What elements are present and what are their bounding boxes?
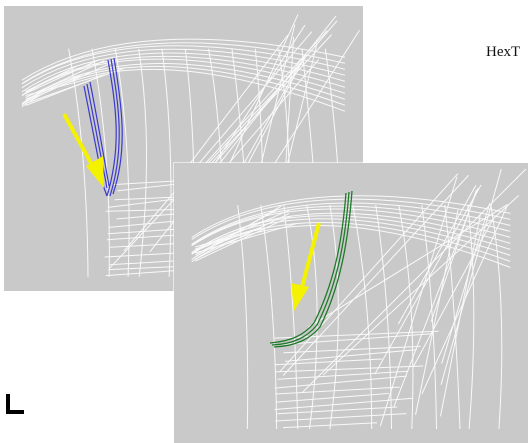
viewport-panel-front[interactable] (174, 163, 528, 443)
corner-mark (6, 394, 24, 414)
wireframe-mesh-front (191, 168, 527, 430)
arrow-icon (291, 222, 321, 311)
arrow-icon (62, 113, 104, 188)
caption-text: HexT (486, 44, 521, 60)
selected-edges-front (269, 190, 353, 348)
